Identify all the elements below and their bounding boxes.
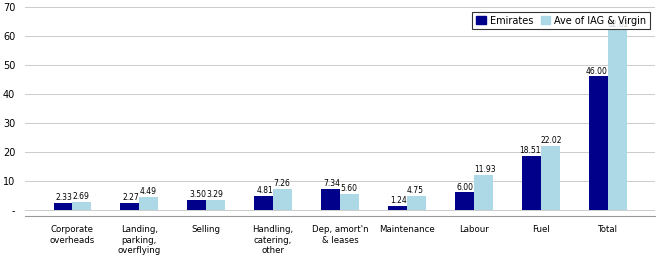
Text: 46.00: 46.00 <box>586 67 608 76</box>
Text: 4.75: 4.75 <box>407 186 424 195</box>
Bar <box>340 194 359 210</box>
Text: 3.29: 3.29 <box>206 190 223 199</box>
Bar <box>522 156 541 210</box>
Bar <box>255 196 273 210</box>
Text: 2.69: 2.69 <box>72 192 89 201</box>
Bar <box>541 146 559 210</box>
Bar <box>273 189 292 210</box>
Bar <box>72 202 91 210</box>
Bar <box>53 203 72 210</box>
Bar <box>455 192 474 210</box>
Bar <box>206 200 225 210</box>
Text: 62.02: 62.02 <box>608 20 630 29</box>
Bar <box>321 189 340 210</box>
Text: 3.50: 3.50 <box>189 190 206 199</box>
Bar <box>407 196 426 210</box>
Legend: Emirates, Ave of IAG & Virgin: Emirates, Ave of IAG & Virgin <box>472 12 650 29</box>
Bar <box>188 200 206 210</box>
Text: 18.51: 18.51 <box>519 146 541 155</box>
Text: 7.34: 7.34 <box>323 179 340 188</box>
Text: 22.02: 22.02 <box>541 136 563 145</box>
Bar <box>120 203 139 210</box>
Bar <box>474 175 493 210</box>
Text: 4.49: 4.49 <box>139 187 156 196</box>
Text: 1.24: 1.24 <box>390 196 407 205</box>
Bar <box>139 197 158 210</box>
Text: 4.81: 4.81 <box>257 186 273 195</box>
Text: 11.93: 11.93 <box>474 165 495 174</box>
Bar <box>608 30 626 210</box>
Text: 7.26: 7.26 <box>273 179 290 188</box>
Text: 5.60: 5.60 <box>340 184 357 193</box>
Bar <box>589 76 608 210</box>
Text: 6.00: 6.00 <box>457 183 474 192</box>
Text: 2.33: 2.33 <box>55 193 72 202</box>
Text: 2.27: 2.27 <box>122 194 139 203</box>
Bar <box>388 206 407 210</box>
